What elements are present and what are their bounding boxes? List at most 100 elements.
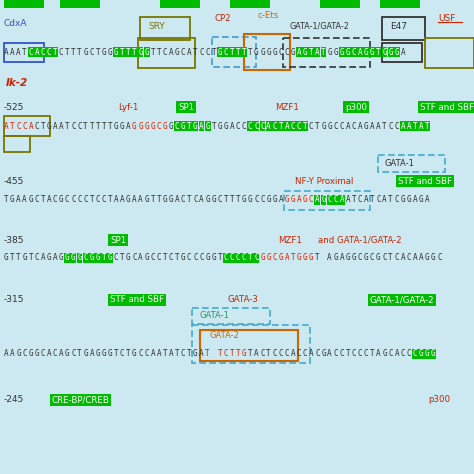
Text: C: C	[413, 349, 417, 358]
Text: C: C	[242, 254, 246, 263]
Text: C: C	[284, 349, 289, 358]
Text: C: C	[254, 195, 259, 204]
Text: SP1: SP1	[110, 236, 126, 245]
Text: G: G	[382, 47, 387, 56]
Text: G: G	[22, 254, 27, 263]
Text: G: G	[419, 349, 423, 358]
Bar	[320, 0, 360, 8]
Text: T: T	[279, 121, 283, 130]
Text: G: G	[101, 47, 106, 56]
Text: G: G	[59, 254, 64, 263]
Text: A: A	[16, 47, 21, 56]
Text: A: A	[230, 121, 234, 130]
Text: A: A	[328, 349, 332, 358]
Text: G: G	[431, 254, 436, 263]
Text: G: G	[120, 121, 125, 130]
Text: C: C	[181, 349, 185, 358]
Text: C: C	[407, 254, 411, 263]
Text: c-Ets: c-Ets	[258, 10, 279, 19]
Text: A: A	[401, 254, 405, 263]
Text: G: G	[144, 195, 149, 204]
Text: T: T	[65, 121, 70, 130]
Text: CdxA: CdxA	[4, 18, 27, 27]
Text: T: T	[211, 47, 216, 56]
Text: GATA-3: GATA-3	[228, 295, 259, 304]
Text: T: T	[425, 121, 429, 130]
Text: G: G	[108, 254, 112, 263]
Text: T: T	[156, 195, 161, 204]
Text: A: A	[413, 254, 417, 263]
Text: C: C	[291, 121, 295, 130]
Text: C: C	[218, 195, 222, 204]
Text: T: T	[4, 195, 9, 204]
Text: C: C	[35, 254, 39, 263]
Text: G: G	[266, 254, 271, 263]
Text: G: G	[254, 47, 259, 56]
Text: G: G	[431, 349, 436, 358]
Text: C: C	[333, 121, 338, 130]
Text: G: G	[364, 47, 368, 56]
Text: G: G	[205, 121, 210, 130]
Text: A: A	[284, 121, 289, 130]
Text: G: G	[193, 121, 198, 130]
Text: G: G	[35, 349, 39, 358]
Text: -315: -315	[4, 295, 25, 304]
Text: G: G	[218, 121, 222, 130]
Text: T: T	[376, 47, 381, 56]
Text: C: C	[187, 254, 191, 263]
Text: G: G	[90, 254, 94, 263]
Text: A: A	[376, 349, 381, 358]
Text: T: T	[230, 47, 234, 56]
Text: C: C	[41, 47, 45, 56]
Text: G: G	[260, 47, 265, 56]
Text: G: G	[211, 195, 216, 204]
Text: A: A	[284, 254, 289, 263]
Text: C: C	[333, 195, 338, 204]
Text: -525: -525	[4, 102, 24, 111]
Text: A: A	[90, 349, 94, 358]
Text: G: G	[321, 349, 326, 358]
Text: G: G	[144, 47, 149, 56]
Text: G: G	[419, 195, 423, 204]
Text: G: G	[163, 195, 167, 204]
Text: C: C	[254, 254, 259, 263]
Text: T: T	[218, 254, 222, 263]
Text: T: T	[248, 349, 253, 358]
Text: C: C	[47, 47, 51, 56]
Text: C: C	[352, 47, 356, 56]
Text: G: G	[163, 121, 167, 130]
Text: C: C	[284, 47, 289, 56]
Text: T: T	[101, 254, 106, 263]
Text: A: A	[358, 121, 363, 130]
Bar	[192, 308, 270, 324]
Text: G: G	[303, 254, 308, 263]
Text: T: T	[315, 121, 320, 130]
Text: GATA-1: GATA-1	[200, 311, 230, 320]
Text: A: A	[53, 121, 57, 130]
Text: C: C	[382, 254, 387, 263]
Text: C: C	[181, 195, 185, 204]
Text: G: G	[291, 47, 295, 56]
Text: A: A	[407, 121, 411, 130]
Text: T: T	[236, 349, 240, 358]
Text: G: G	[346, 254, 350, 263]
Text: C: C	[53, 195, 57, 204]
Text: A: A	[10, 349, 15, 358]
Text: T: T	[41, 195, 45, 204]
Text: A: A	[138, 254, 143, 263]
Text: T: T	[218, 349, 222, 358]
Text: C: C	[248, 121, 253, 130]
Text: G: G	[284, 195, 289, 204]
Text: C: C	[370, 254, 374, 263]
Text: C: C	[224, 47, 228, 56]
Text: C: C	[328, 195, 332, 204]
Text: C: C	[35, 195, 39, 204]
Bar	[4, 0, 44, 8]
Text: G: G	[95, 254, 100, 263]
Text: T: T	[156, 47, 161, 56]
Text: C: C	[16, 121, 21, 130]
Text: G: G	[28, 349, 33, 358]
Text: GATA-1/GATA-2: GATA-1/GATA-2	[370, 295, 435, 304]
Text: T: T	[388, 195, 393, 204]
Text: C: C	[169, 254, 173, 263]
